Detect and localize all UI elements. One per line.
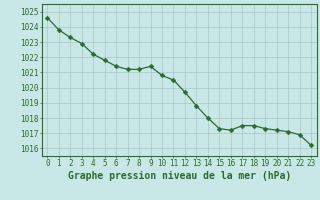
X-axis label: Graphe pression niveau de la mer (hPa): Graphe pression niveau de la mer (hPa) (68, 171, 291, 181)
